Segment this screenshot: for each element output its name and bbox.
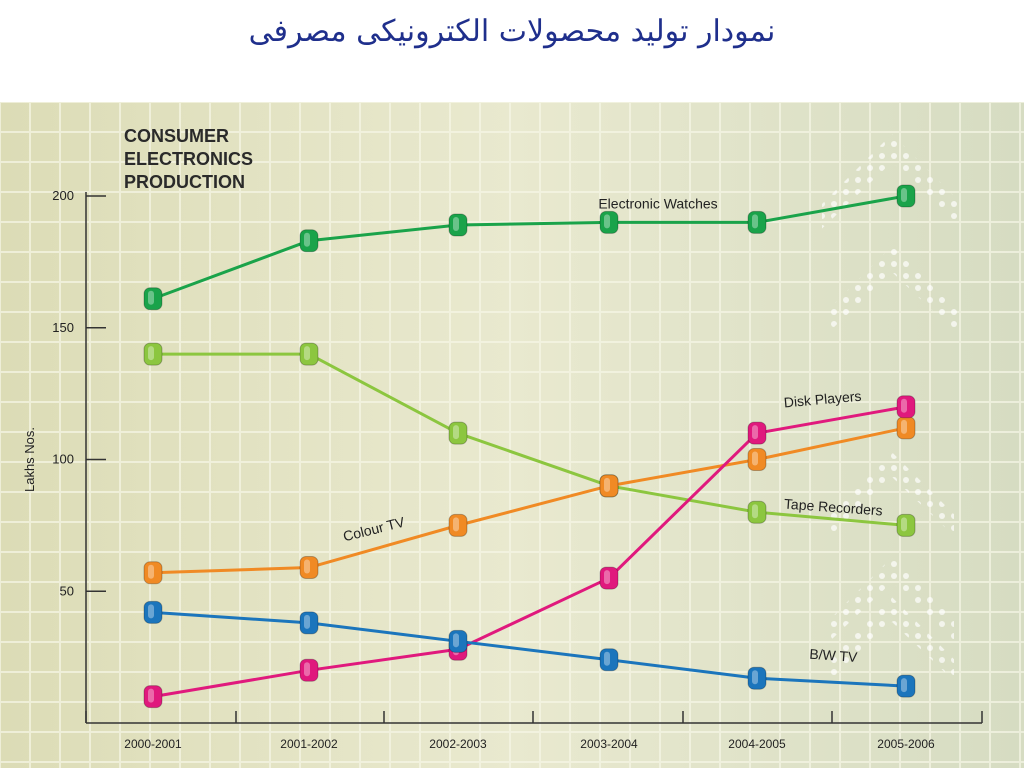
data-point	[747, 666, 767, 690]
data-point	[448, 421, 468, 445]
data-point	[143, 561, 163, 585]
series-label-disk-players: Disk Players	[783, 388, 862, 411]
y-axis-label: Lakhs Nos.	[22, 427, 37, 492]
data-point	[747, 421, 767, 445]
data-point-highlight	[752, 214, 758, 229]
data-point-highlight	[901, 419, 907, 434]
data-point-highlight	[901, 678, 907, 693]
data-point-highlight	[304, 232, 310, 247]
data-point	[299, 342, 319, 366]
data-point-highlight	[752, 425, 758, 440]
data-point	[599, 566, 619, 590]
data-point-highlight	[304, 662, 310, 677]
decorative-chevrons	[822, 134, 962, 681]
series-line	[152, 426, 907, 575]
data-point-highlight	[148, 688, 154, 703]
chart-panel: 50 100 150 200 2000-2001 2001-2002 2002-2003 20…	[0, 102, 1024, 768]
data-point	[599, 210, 619, 234]
series-line	[152, 405, 907, 699]
data-point-highlight	[604, 570, 610, 585]
data-point-highlight	[148, 346, 154, 361]
x-tick-label: 2004-2005	[728, 737, 786, 751]
data-point	[896, 395, 916, 419]
data-point-highlight	[148, 290, 154, 305]
x-tick-label: 2005-2006	[877, 737, 935, 751]
chart-title-line: CONSUMER	[124, 126, 229, 146]
data-point-highlight	[901, 188, 907, 202]
data-point	[143, 685, 163, 709]
data-point	[299, 229, 319, 253]
data-point-highlight	[453, 633, 459, 648]
data-point-highlight	[901, 517, 907, 532]
y-tick-label: 200	[52, 188, 74, 203]
x-tick-label: 2003-2004	[580, 737, 638, 751]
data-point-highlight	[304, 559, 310, 574]
data-point	[747, 448, 767, 471]
data-point-highlight	[604, 477, 610, 492]
data-point	[143, 342, 163, 366]
data-point	[299, 611, 319, 635]
data-point	[896, 674, 916, 698]
x-tick-label: 2001-2002	[280, 737, 338, 751]
series-b-w-tv	[143, 600, 916, 698]
series-colour-tv	[143, 416, 916, 585]
data-point	[896, 513, 916, 537]
data-point	[599, 648, 619, 672]
x-tick-label: 2002-2003	[429, 737, 487, 751]
data-point-highlight	[752, 670, 758, 685]
y-tick-label: 150	[52, 320, 74, 335]
data-point	[448, 513, 468, 537]
series-line	[152, 610, 907, 688]
data-point-highlight	[604, 214, 610, 229]
y-tick-label: 50	[60, 583, 74, 598]
series-line	[152, 194, 907, 301]
data-point-highlight	[148, 604, 154, 619]
data-point-highlight	[453, 517, 459, 532]
data-point	[143, 287, 163, 311]
data-point	[599, 474, 619, 498]
data-point	[143, 600, 163, 624]
data-point	[299, 556, 319, 580]
data-point	[747, 210, 767, 234]
data-point	[896, 184, 916, 208]
x-tick-label: 2000-2001	[124, 737, 182, 751]
series-disk-players	[143, 395, 916, 709]
line-chart: 50 100 150 200 2000-2001 2001-2002 2002-2003 20…	[0, 102, 1024, 768]
slide-title: نمودار تولید محصولات الکترونیکی مصرفی	[248, 14, 776, 49]
data-point-highlight	[304, 614, 310, 629]
series-line	[153, 352, 907, 527]
series-label-b-w-tv: B/W TV	[809, 646, 859, 665]
data-point-highlight	[148, 564, 154, 579]
data-point-highlight	[453, 425, 459, 440]
data-point-highlight	[604, 651, 610, 666]
data-point-highlight	[453, 216, 459, 231]
data-point-highlight	[901, 398, 907, 413]
data-point-highlight	[752, 451, 758, 466]
data-point	[747, 500, 767, 524]
series-label-electronic-watches: Electronic Watches	[598, 195, 717, 211]
data-point	[448, 213, 468, 237]
y-tick-label: 100	[52, 452, 74, 467]
data-point	[448, 629, 468, 653]
chart-title-line: ELECTRONICS	[124, 149, 253, 169]
series-electronic-watches	[143, 184, 916, 311]
data-point-highlight	[752, 504, 758, 519]
data-point-highlight	[304, 346, 310, 361]
series-label-tape-recorders: Tape Recorders	[783, 496, 883, 519]
data-point	[299, 658, 319, 682]
chart-title-line: PRODUCTION	[124, 172, 245, 192]
